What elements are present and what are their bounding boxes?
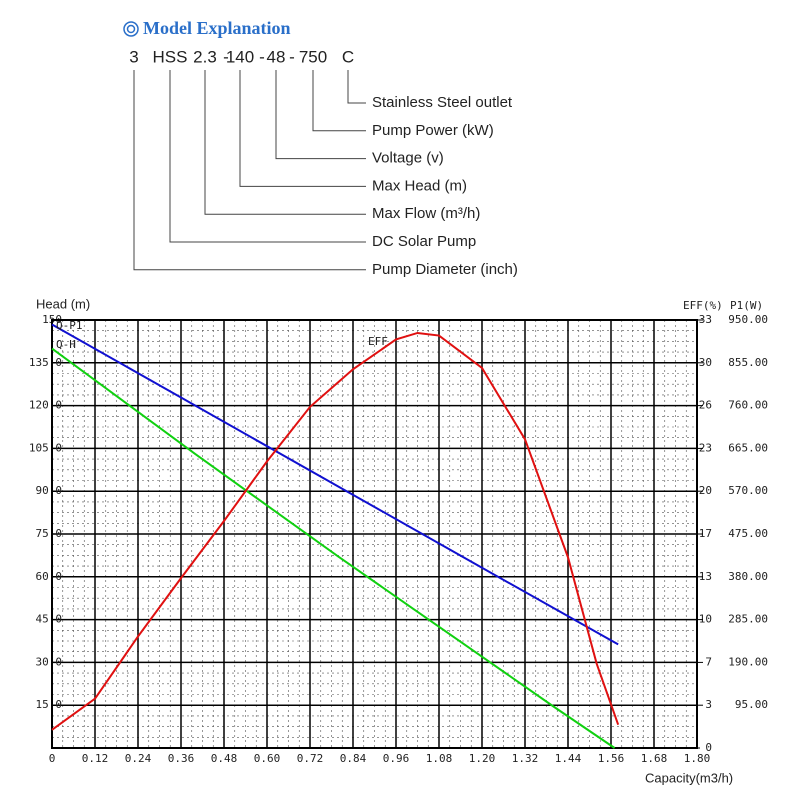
title-icon bbox=[123, 21, 139, 37]
model-code-part: 750 bbox=[299, 47, 327, 66]
model-description: DC Solar Pump bbox=[372, 233, 476, 250]
y2-tick-label: 23 bbox=[699, 441, 712, 454]
y3-tick-label: 950.00 bbox=[728, 313, 768, 326]
y2-tick-label: 33 bbox=[699, 313, 712, 326]
model-title: Model Explanation bbox=[143, 18, 291, 38]
connector bbox=[239, 70, 366, 187]
model-description: Pump Diameter (inch) bbox=[372, 261, 518, 278]
series-line bbox=[51, 347, 616, 749]
y2-tick-label: 0 bbox=[705, 741, 712, 754]
x-tick-label: 0.72 bbox=[297, 752, 324, 765]
x-tick-label: 0.96 bbox=[383, 752, 410, 765]
y3-tick-label: 855.00 bbox=[728, 356, 768, 369]
y3-tick-label: 285.00 bbox=[728, 613, 768, 626]
y-axis-label: Head (m) bbox=[36, 296, 90, 311]
connector bbox=[275, 70, 366, 160]
y2-tick-label: 10 bbox=[699, 613, 712, 626]
y2-tick-label: 30 bbox=[699, 356, 712, 369]
model-code-part: C bbox=[342, 47, 354, 66]
model-code-part: - bbox=[259, 47, 265, 66]
curve-label: Q-P1 bbox=[56, 319, 83, 332]
x-tick-label: 0.36 bbox=[168, 752, 195, 765]
series-line bbox=[51, 323, 619, 646]
y-tick-label: 15.0 bbox=[36, 698, 63, 711]
x-tick-label: 0.48 bbox=[211, 752, 238, 765]
curve-label: Q-H bbox=[56, 338, 76, 351]
series-line bbox=[51, 331, 620, 731]
connector bbox=[312, 70, 366, 132]
model-description: Pump Power (kW) bbox=[372, 122, 494, 139]
x-tick-label: 1.68 bbox=[641, 752, 668, 765]
y3-tick-label: 570.00 bbox=[728, 484, 768, 497]
y2-tick-label: 13 bbox=[699, 570, 712, 583]
x-tick-label: 0.84 bbox=[340, 752, 367, 765]
model-code-part: 48 bbox=[267, 47, 286, 66]
plot-frame bbox=[51, 319, 698, 749]
y3-tick-label: 760.00 bbox=[728, 399, 768, 412]
y-tick-label: 135.0 bbox=[29, 356, 62, 369]
y-tick-label: 90.0 bbox=[36, 484, 63, 497]
x-tick-label: 1.80 bbox=[684, 752, 711, 765]
model-description: Voltage (v) bbox=[372, 150, 444, 167]
x-tick-label: 1.44 bbox=[555, 752, 582, 765]
title-icon bbox=[126, 24, 136, 34]
y2-tick-label: 17 bbox=[699, 527, 712, 540]
model-code-part: 3 bbox=[129, 47, 138, 66]
model-description: Max Flow (m³/h) bbox=[372, 205, 480, 222]
y3-tick-label: 190.00 bbox=[728, 655, 768, 668]
model-code-part: HSS bbox=[153, 47, 188, 66]
y2-tick-label: 3 bbox=[705, 698, 712, 711]
x-tick-label: 0.60 bbox=[254, 752, 281, 765]
y2-tick-label: 7 bbox=[705, 655, 712, 668]
y2-tick-label: 26 bbox=[699, 399, 712, 412]
x-tick-label: 0.12 bbox=[82, 752, 109, 765]
model-code-part: - bbox=[223, 47, 229, 66]
x-tick-label: 1.32 bbox=[512, 752, 539, 765]
model-code-part: 2.3 bbox=[193, 47, 217, 66]
y3-tick-label: 475.00 bbox=[728, 527, 768, 540]
y2-tick-label: 20 bbox=[699, 484, 712, 497]
x-tick-label: 1.08 bbox=[426, 752, 453, 765]
y3-tick-label: 95.00 bbox=[735, 698, 768, 711]
x-tick-label: 0 bbox=[49, 752, 56, 765]
x-tick-label: 1.56 bbox=[598, 752, 625, 765]
connector bbox=[204, 70, 366, 215]
y-tick-label: 120.0 bbox=[29, 399, 62, 412]
y3-tick-label: 665.00 bbox=[728, 441, 768, 454]
y-tick-label: 105.0 bbox=[29, 441, 62, 454]
x-tick-label: 0.24 bbox=[125, 752, 152, 765]
y3-axis-label: P1(W) bbox=[730, 299, 763, 312]
y-tick-label: 30.0 bbox=[36, 655, 63, 668]
model-description: Max Head (m) bbox=[372, 177, 467, 194]
y-tick-label: 60.0 bbox=[36, 570, 63, 583]
model-code-part: 140 bbox=[226, 47, 254, 66]
y-tick-label: 75.0 bbox=[36, 527, 63, 540]
x-axis-label: Capacity(m3/h) bbox=[645, 770, 733, 785]
connector bbox=[347, 70, 366, 104]
connector bbox=[133, 70, 366, 271]
y-tick-label: 45.0 bbox=[36, 613, 63, 626]
x-tick-label: 1.20 bbox=[469, 752, 496, 765]
y2-axis-label: EFF(%) bbox=[683, 299, 723, 312]
curve-label: EFF bbox=[368, 335, 388, 348]
model-description: Stainless Steel outlet bbox=[372, 94, 513, 111]
connector bbox=[169, 70, 366, 243]
model-code-part: - bbox=[289, 47, 295, 66]
y3-tick-label: 380.00 bbox=[728, 570, 768, 583]
